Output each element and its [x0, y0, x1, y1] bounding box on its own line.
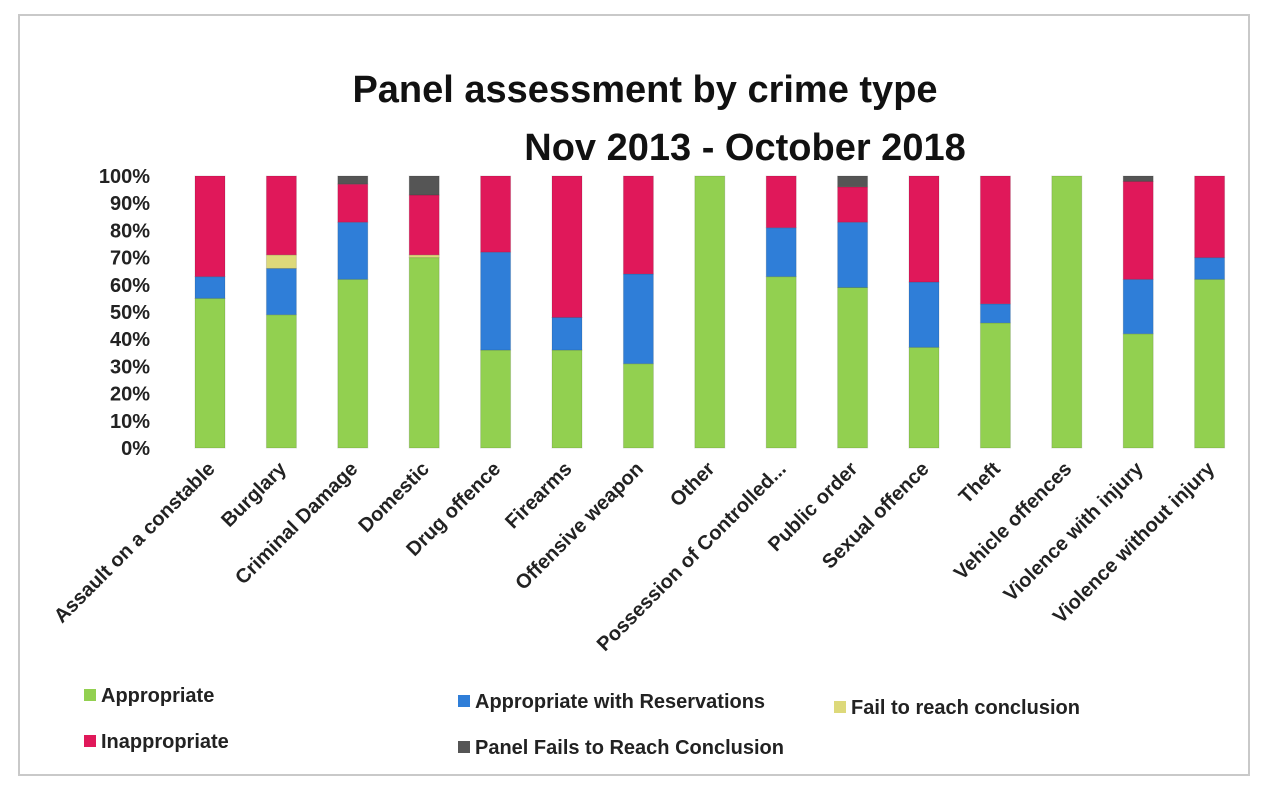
x-category-label: Assault on a constable: [50, 458, 220, 628]
bar-segment: [1194, 257, 1226, 280]
bar-segment: [480, 251, 512, 351]
bar-segment: [979, 322, 1011, 449]
legend-label: Panel Fails to Reach Conclusion: [475, 737, 784, 759]
chart-subtitle: Nov 2013 - October 2018: [524, 127, 965, 169]
bar-segment: [837, 287, 869, 449]
bar-segment: [480, 349, 512, 449]
y-tick-label: 30%: [110, 356, 150, 378]
x-category-label: Vehicle offences: [950, 458, 1076, 584]
bar-segment: [265, 175, 297, 256]
legend-swatch: [834, 701, 846, 713]
y-tick-label: 20%: [110, 384, 150, 406]
y-tick-label: 40%: [110, 329, 150, 351]
bar-segment: [265, 254, 297, 269]
bar-segment: [408, 175, 440, 196]
bar-segment: [622, 175, 654, 275]
bar-segment: [837, 221, 869, 289]
bar-segment: [194, 276, 226, 299]
legend: Appropriate Appropriate with Reservations…: [84, 685, 1080, 759]
bar-segment: [622, 273, 654, 365]
bar-segment: [551, 175, 583, 318]
x-category-label: Other: [666, 458, 719, 511]
bar-segment: [337, 221, 369, 280]
bar-segment: [765, 227, 797, 278]
bar-segment: [1194, 175, 1226, 259]
y-tick-label: 0%: [121, 438, 150, 460]
bar-segment: [837, 186, 869, 223]
y-tick-label: 70%: [110, 248, 150, 270]
y-tick-label: 10%: [110, 411, 150, 433]
bar-segment: [194, 175, 226, 278]
bar-segment: [194, 297, 226, 449]
x-category-label: Offensive weapon: [511, 458, 648, 595]
bar-segment: [408, 257, 440, 449]
bar-segment: [408, 194, 440, 256]
bar-segment: [408, 254, 440, 259]
bar-segment: [551, 349, 583, 449]
bar-segment: [1122, 180, 1154, 280]
legend-label: Appropriate with Reservations: [475, 691, 765, 713]
bar-segment: [480, 175, 512, 253]
bar-segment: [1051, 175, 1083, 449]
bar-segment: [837, 175, 869, 188]
chart-title: Panel assessment by crime type: [352, 69, 937, 111]
bar-segment: [908, 281, 940, 348]
bar-segment: [908, 346, 940, 449]
bar-segment: [1194, 278, 1226, 449]
y-tick-label: 60%: [110, 275, 150, 297]
legend-label: Inappropriate: [101, 731, 229, 753]
bar-segment: [551, 316, 583, 351]
bar-segment: [265, 314, 297, 449]
bar-segment: [765, 276, 797, 449]
bar-segment: [337, 183, 369, 223]
y-tick-label: 90%: [110, 193, 150, 215]
legend-swatch: [458, 695, 470, 707]
bar-segment: [265, 267, 297, 316]
legend-label: Appropriate: [101, 685, 214, 707]
x-category-label: Criminal Damage: [231, 458, 362, 589]
bar-segment: [694, 175, 726, 449]
x-category-label: Violence with injury: [1000, 457, 1149, 606]
legend-swatch: [84, 689, 96, 701]
legend-swatch: [84, 735, 96, 747]
bar-segment: [337, 175, 369, 185]
y-tick-label: 50%: [110, 302, 150, 324]
x-category-label: Firearms: [501, 458, 576, 533]
bar-segment: [765, 175, 797, 229]
bar-segment: [979, 175, 1011, 305]
x-category-label: Burglary: [217, 457, 291, 531]
y-axis: 0% 10% 20% 30% 40% 50% 60% 70% 80% 90% 100%: [99, 166, 150, 460]
bar-segment: [908, 175, 940, 283]
bar-segment: [1122, 333, 1154, 449]
bar-segment: [979, 303, 1011, 324]
bar-segment: [337, 278, 369, 449]
x-category-label: Theft: [955, 458, 1005, 508]
bars-layer: [194, 175, 1226, 449]
y-tick-label: 80%: [110, 220, 150, 242]
bar-segment: [1122, 175, 1154, 182]
bar-segment: [622, 363, 654, 449]
y-tick-label: 100%: [99, 166, 150, 188]
legend-label: Fail to reach conclusion: [851, 697, 1080, 719]
bar-segment: [1122, 278, 1154, 335]
legend-swatch: [458, 741, 470, 753]
